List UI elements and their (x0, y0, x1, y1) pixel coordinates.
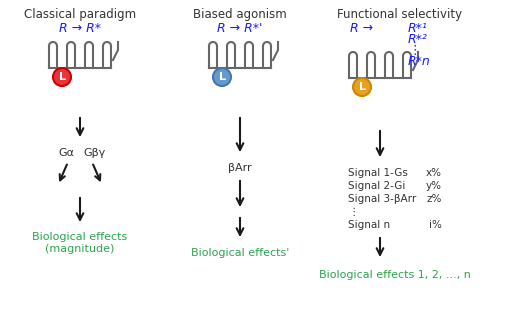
Text: L: L (358, 82, 366, 92)
Text: Classical paradigm: Classical paradigm (24, 8, 136, 21)
Text: R → R*: R → R* (59, 22, 101, 35)
Circle shape (353, 78, 371, 96)
Text: x%: x% (426, 168, 442, 178)
Text: R*¹: R*¹ (408, 22, 428, 35)
Text: R*n: R*n (408, 55, 431, 68)
Text: L: L (219, 72, 225, 82)
Text: ⋮: ⋮ (348, 207, 358, 217)
Circle shape (53, 68, 71, 86)
Text: Gα: Gα (58, 148, 74, 158)
Text: z%: z% (426, 194, 442, 204)
Text: y%: y% (426, 181, 442, 191)
Text: R*²: R*² (408, 33, 428, 46)
Text: βArr: βArr (228, 163, 252, 173)
Text: R →: R → (350, 22, 374, 35)
Text: i%: i% (429, 220, 442, 230)
Text: Signal 1-Gs: Signal 1-Gs (348, 168, 408, 178)
Text: R → R*': R → R*' (217, 22, 263, 35)
Text: Biased agonism: Biased agonism (193, 8, 287, 21)
Text: Biological effects 1, 2, ..., n: Biological effects 1, 2, ..., n (319, 270, 471, 280)
Text: ⋮: ⋮ (408, 44, 420, 57)
Text: Signal 2-Gi: Signal 2-Gi (348, 181, 406, 191)
Text: Biological effects
(magnitude): Biological effects (magnitude) (32, 232, 127, 254)
Text: Signal 3-βArr: Signal 3-βArr (348, 194, 416, 204)
Text: Functional selectivity: Functional selectivity (337, 8, 462, 21)
Text: L: L (58, 72, 66, 82)
Circle shape (213, 68, 231, 86)
Text: Signal n: Signal n (348, 220, 390, 230)
Text: Biological effects': Biological effects' (191, 248, 289, 258)
Text: Gβγ: Gβγ (83, 148, 105, 158)
